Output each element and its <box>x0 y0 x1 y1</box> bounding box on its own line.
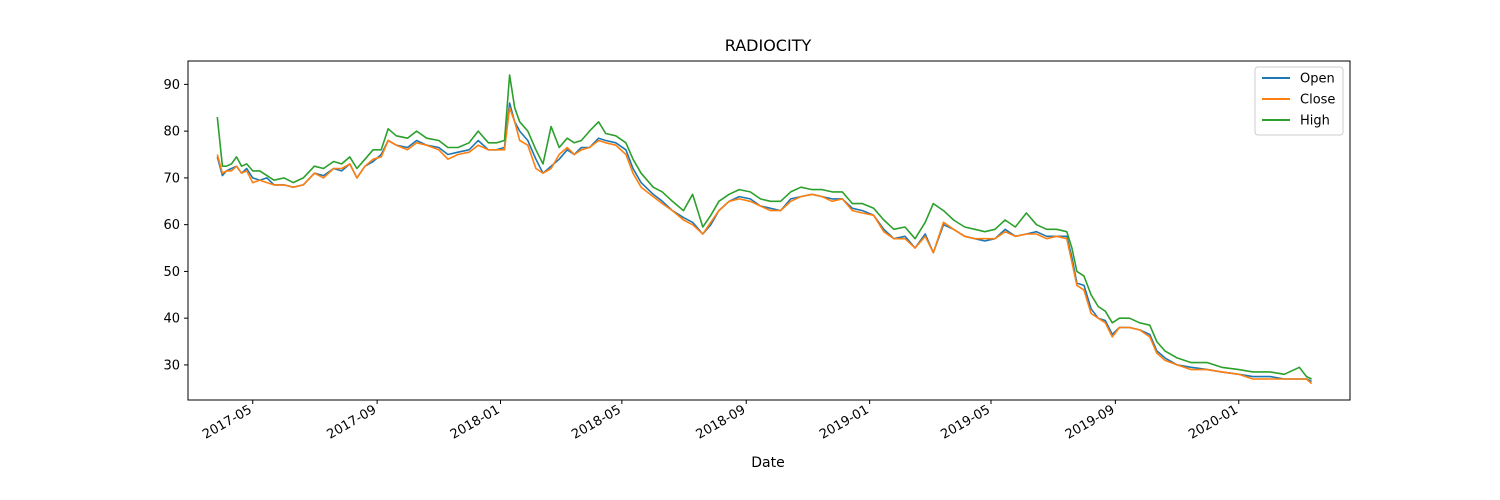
y-tick-label: 60 <box>163 218 180 233</box>
series-line-close <box>216 107 1313 385</box>
plot-frame <box>187 60 1351 401</box>
legend-box <box>1254 66 1344 136</box>
legend-label-close: Close <box>1300 93 1335 108</box>
legend: Open Close High <box>1254 66 1344 136</box>
y-tick-label: 50 <box>163 265 180 280</box>
y-axis: 30 40 50 60 70 80 90 <box>163 78 188 373</box>
y-tick-label: 40 <box>163 312 180 327</box>
legend-label-open: Open <box>1300 72 1335 87</box>
series-line-high <box>216 74 1312 380</box>
legend-label-high: High <box>1300 114 1330 129</box>
x-axis-label: Date <box>751 455 784 471</box>
y-tick-label: 90 <box>163 78 180 93</box>
y-tick-label: 30 <box>163 358 180 373</box>
y-tick-label: 80 <box>163 125 180 140</box>
y-tick-label: 70 <box>163 171 180 186</box>
plot-lines <box>216 74 1313 385</box>
chart-title: RADIOCITY <box>725 36 812 55</box>
